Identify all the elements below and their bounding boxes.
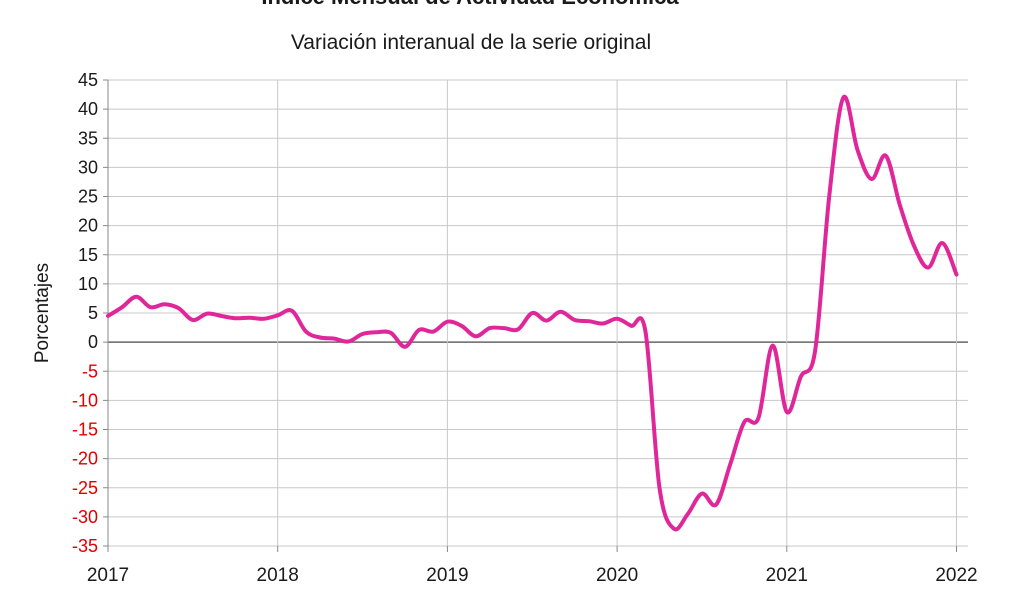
y-tick-label: -10 xyxy=(72,390,98,410)
y-tick-label: 10 xyxy=(78,274,98,294)
y-tick-label: 35 xyxy=(78,128,98,148)
chart-subtitle: Variación interanual de la serie origina… xyxy=(291,31,651,54)
y-tick-label: 20 xyxy=(78,216,98,236)
x-tick-label: 2021 xyxy=(766,565,808,586)
y-tick-label: 45 xyxy=(78,70,98,90)
y-tick-label: -5 xyxy=(82,361,98,381)
y-axis-label: Porcentajes xyxy=(32,263,53,363)
y-tick-label: 0 xyxy=(88,332,98,352)
y-tick-label: -20 xyxy=(72,449,98,469)
x-tick-label: 2020 xyxy=(596,565,638,586)
y-tick-label: 5 xyxy=(88,303,98,323)
y-tick-label: -15 xyxy=(72,420,98,440)
chart-title: Índice Mensual de Actividad Económica xyxy=(261,0,679,9)
y-tick-label: 15 xyxy=(78,245,98,265)
series-layer xyxy=(106,94,959,532)
y-tick-label: 30 xyxy=(78,157,98,177)
y-axis-ticks: 45 40 35 30 25 20 15 10 5 0 -5 -10 -15 -20 -25 -30 -35 xyxy=(72,70,98,556)
x-tick-label: 2018 xyxy=(257,565,299,586)
x-axis-ticks: 2017 2018 2019 2020 2021 2022 xyxy=(87,565,978,586)
y-tick-label: -35 xyxy=(72,536,98,556)
y-tick-label: -30 xyxy=(72,507,98,527)
grid-lines xyxy=(103,79,968,552)
x-tick-label: 2022 xyxy=(935,565,977,586)
series-line xyxy=(106,94,959,532)
x-tick-label: 2019 xyxy=(426,565,468,586)
y-tick-label: 25 xyxy=(78,187,98,207)
y-tick-label: 40 xyxy=(78,99,98,119)
x-tick-label: 2017 xyxy=(87,565,129,586)
y-tick-label: -25 xyxy=(72,478,98,498)
